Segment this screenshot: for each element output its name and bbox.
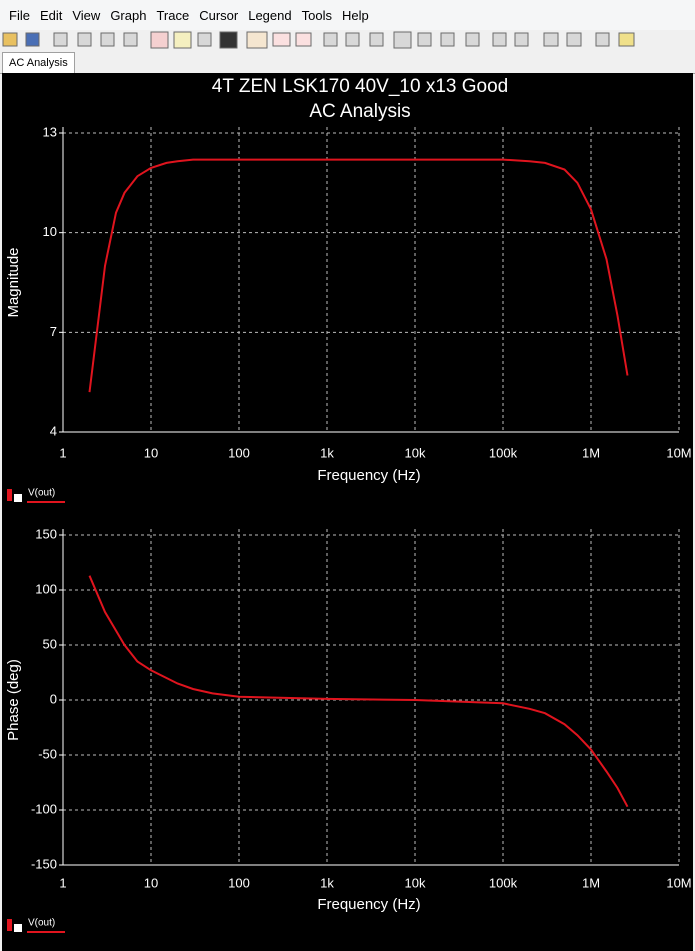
y-tick-label: 150 [35,526,57,541]
y-tick-label: 50 [43,636,57,651]
tool-both[interactable] [295,32,312,47]
tool-paste[interactable] [123,32,138,47]
x-tick-label: 100 [228,445,250,460]
x-tick-label: 1k [320,875,334,890]
menu-item[interactable]: Edit [39,7,63,23]
tool-zoom-in[interactable] [323,32,338,47]
data-line [88,158,629,393]
legend-checkbox[interactable] [14,494,22,502]
menu-item[interactable]: Tools [301,7,332,23]
legend-checkbox[interactable] [14,924,22,932]
x-tick-label: 100 [228,875,250,890]
tool-page-setup[interactable] [595,32,610,47]
tool-pan[interactable] [465,32,480,47]
tool-zoom-y[interactable] [440,32,455,47]
tool-overlay[interactable] [543,32,559,47]
tool-export[interactable] [566,32,582,47]
menu-bar: File Edit View Graph Trace Cursor Legend Tools H… [0,0,695,30]
tool-zoom-x[interactable] [417,32,432,47]
menu-item[interactable]: Cursor [199,7,239,23]
y-tick-label: 7 [50,324,57,339]
tool-reverse[interactable] [219,31,238,49]
tool-zoom-out[interactable] [345,32,360,47]
tool-open[interactable] [2,32,18,47]
x-tick-label: 100k [489,445,518,460]
tool-markers[interactable] [272,32,291,47]
y-tick-label: -150 [31,856,57,871]
x-tick-label: 10k [405,875,426,890]
menu-item[interactable]: Trace [156,7,190,23]
tool-legend[interactable] [173,31,192,49]
x-tick-label: 100k [489,875,518,890]
y-tick-label: 0 [50,691,57,706]
legend-label: V(out) [28,488,55,499]
tool-undo[interactable] [53,32,68,47]
x-tick-label: 1 [59,445,66,460]
x-tick-label: 1M [582,445,600,460]
tool-lines[interactable] [246,31,268,49]
x-tick-label: 1k [320,445,334,460]
x-tick-label: 10 [144,875,158,890]
menu-item[interactable]: Help [341,7,369,23]
tool-save[interactable] [25,32,40,47]
graph-area: 4T ZEN LSK170 40V_10 x13 Good AC Analysis… [2,73,693,951]
chart-title: 4T ZEN LSK170 40V_10 x13 Good [212,76,508,97]
data-line [88,575,629,808]
tab-row: AC Analysis [0,51,695,74]
tool-cut[interactable] [77,32,92,47]
tool-zoom-area[interactable] [369,32,384,47]
menu-item[interactable]: File [9,7,30,23]
tool-text[interactable] [492,32,507,47]
y-tick-label: 4 [50,423,57,438]
legend-marker [7,489,12,501]
legend-marker [7,919,12,931]
tool-grid[interactable] [150,31,169,49]
x-tick-label: 1M [582,875,600,890]
tool-cursor[interactable] [197,32,212,47]
graph-background [2,73,693,951]
y-axis-label: Magnitude [5,247,22,317]
legend-label: V(out) [28,918,55,929]
x-tick-label: 10M [666,875,691,890]
toolbar-icons [2,31,635,49]
x-axis-label: Frequency (Hz) [317,467,420,484]
tool-zoom-full[interactable] [393,31,412,49]
tool-label[interactable] [514,32,529,47]
y-tick-label: 13 [43,124,57,139]
chart-subtitle: AC Analysis [309,101,410,122]
menu-item[interactable]: View [72,7,101,23]
menu-item[interactable]: Legend [248,7,292,23]
x-tick-label: 1 [59,875,66,890]
x-tick-label: 10 [144,445,158,460]
x-tick-label: 10k [405,445,426,460]
tool-copy[interactable] [100,32,115,47]
tool-print[interactable] [618,32,635,47]
y-tick-label: 10 [43,224,57,239]
tab[interactable]: AC Analysis [2,52,75,73]
y-tick-label: -50 [38,746,57,761]
toolbar [0,30,695,50]
y-tick-label: -100 [31,801,57,816]
y-axis-label: Phase (deg) [5,659,22,741]
y-tick-label: 100 [35,581,57,596]
x-tick-label: 10M [666,445,691,460]
x-axis-label: Frequency (Hz) [317,896,420,913]
menu-item[interactable]: Graph [110,7,147,23]
